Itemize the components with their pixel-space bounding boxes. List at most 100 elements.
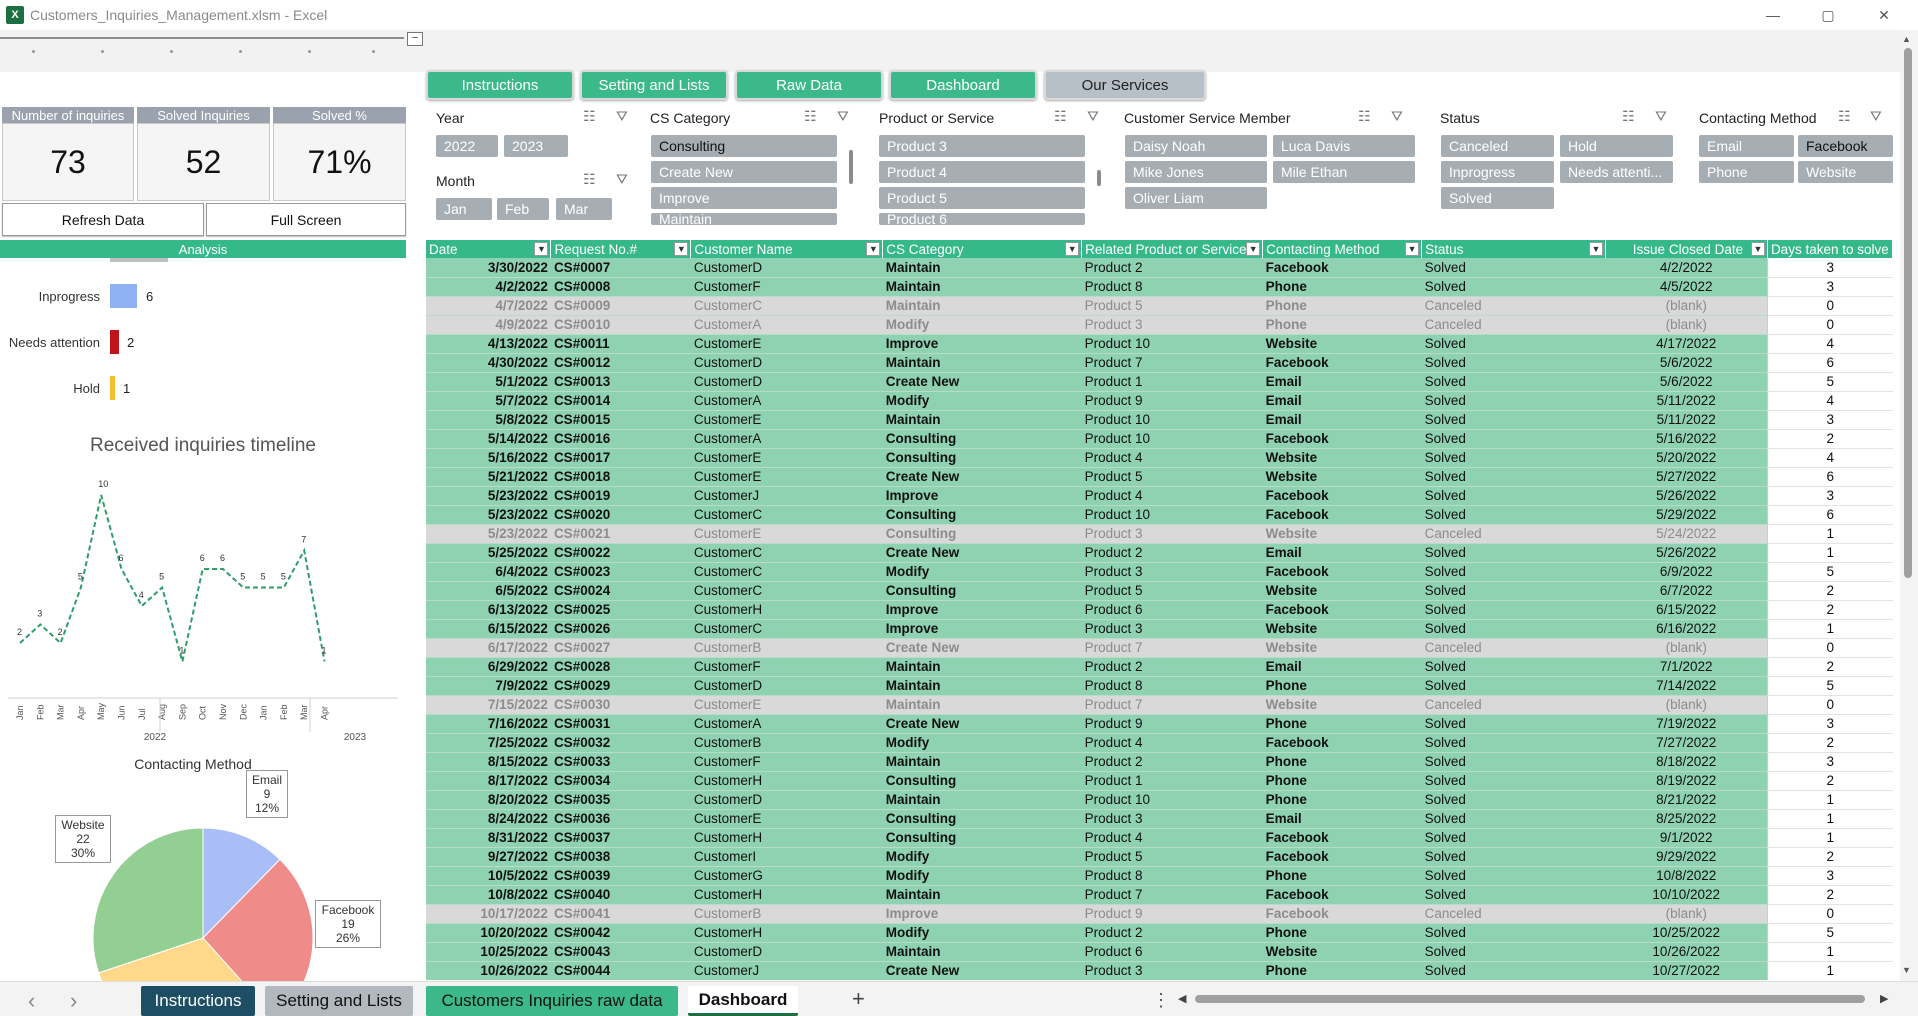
table-cell[interactable]: 7/14/2022 <box>1605 676 1768 696</box>
table-row[interactable]: 9/27/2022 CS#0038 CustomerI Modify Product 5… <box>426 847 1893 867</box>
table-cell[interactable]: Website <box>1262 467 1422 487</box>
multi-select-icon[interactable]: ☷ <box>583 108 596 124</box>
table-cell[interactable]: Product 10 <box>1081 790 1263 810</box>
table-cell[interactable]: Facebook <box>1262 828 1422 848</box>
table-cell[interactable]: CustomerH <box>690 828 883 848</box>
table-cell[interactable]: CS#0037 <box>550 828 691 848</box>
table-cell[interactable]: CS#0012 <box>550 353 691 373</box>
table-row[interactable]: 6/17/2022 CS#0027 CustomerB Create New Produ… <box>426 638 1893 658</box>
table-cell[interactable]: 6/9/2022 <box>1605 562 1768 582</box>
table-row[interactable]: 10/8/2022 CS#0040 CustomerH Maintain Product… <box>426 885 1893 905</box>
filter-dropdown-icon[interactable]: ▼ <box>674 242 689 256</box>
table-cell[interactable]: Maintain <box>882 885 1082 905</box>
table-cell[interactable]: Phone <box>1262 714 1422 734</box>
table-row[interactable]: 5/16/2022 CS#0017 CustomerE Consulting Produ… <box>426 448 1893 468</box>
table-cell[interactable]: Maintain <box>882 410 1082 430</box>
table-cell[interactable]: 10/17/2022 <box>426 904 551 924</box>
table-cell[interactable]: Solved <box>1421 391 1606 411</box>
table-cell[interactable]: CustomerA <box>690 429 883 449</box>
table-cell[interactable]: Product 4 <box>1081 486 1263 506</box>
table-cell[interactable]: CS#0030 <box>550 695 691 715</box>
table-cell[interactable]: Improve <box>882 486 1082 506</box>
table-cell[interactable]: CS#0024 <box>550 581 691 601</box>
table-cell[interactable]: 5/16/2022 <box>1605 429 1768 449</box>
table-cell[interactable]: CS#0043 <box>550 942 691 962</box>
table-row[interactable]: 5/21/2022 CS#0018 CustomerE Create New Produ… <box>426 467 1893 487</box>
table-cell[interactable]: Canceled <box>1421 296 1606 316</box>
table-cell[interactable]: Product 8 <box>1081 676 1263 696</box>
table-cell[interactable]: 6/16/2022 <box>1605 619 1768 639</box>
table-cell[interactable]: 6 <box>1766 505 1893 525</box>
table-row[interactable]: 6/13/2022 CS#0025 CustomerH Improve Product … <box>426 600 1893 620</box>
table-cell[interactable]: Maintain <box>882 657 1082 677</box>
table-cell[interactable]: 4 <box>1766 334 1893 354</box>
table-cell[interactable]: 4/2/2022 <box>1605 258 1768 278</box>
table-cell[interactable]: CustomerC <box>690 619 883 639</box>
horizontal-scroll-thumb[interactable] <box>1195 995 1865 1003</box>
table-cell[interactable]: CustomerH <box>690 600 883 620</box>
slicer-item[interactable]: Product 5 <box>879 187 1085 209</box>
table-row[interactable]: 10/5/2022 CS#0039 CustomerG Modify Product 8… <box>426 866 1893 886</box>
tab-instructions[interactable]: Instructions <box>141 986 255 1016</box>
table-cell[interactable]: Facebook <box>1262 885 1422 905</box>
table-cell[interactable]: Solved <box>1421 961 1606 980</box>
table-cell[interactable]: Consulting <box>882 505 1082 525</box>
slicer-item[interactable]: Oliver Liam <box>1125 187 1267 209</box>
table-cell[interactable]: 7/19/2022 <box>1605 714 1768 734</box>
table-cell[interactable]: Create New <box>882 372 1082 392</box>
table-cell[interactable]: Website <box>1262 638 1422 658</box>
tab-dashboard[interactable]: Dashboard <box>688 986 798 1016</box>
table-row[interactable]: 5/23/2022 CS#0020 CustomerC Consulting Produ… <box>426 505 1893 525</box>
table-cell[interactable]: Consulting <box>882 771 1082 791</box>
table-cell[interactable]: Solved <box>1421 847 1606 867</box>
table-cell[interactable]: Solved <box>1421 486 1606 506</box>
table-cell[interactable]: Solved <box>1421 543 1606 563</box>
table-row[interactable]: 10/17/2022 CS#0041 CustomerB Improve Product… <box>426 904 1893 924</box>
slicer-item[interactable]: Create New <box>651 161 837 183</box>
table-row[interactable]: 8/20/2022 CS#0035 CustomerD Maintain Product… <box>426 790 1893 810</box>
table-cell[interactable]: CS#0038 <box>550 847 691 867</box>
table-cell[interactable]: CS#0032 <box>550 733 691 753</box>
table-cell[interactable]: Create New <box>882 961 1082 980</box>
table-cell[interactable]: CS#0041 <box>550 904 691 924</box>
filter-dropdown-icon[interactable]: ▼ <box>1405 242 1420 256</box>
table-cell[interactable]: (blank) <box>1605 904 1768 924</box>
table-cell[interactable]: Consulting <box>882 524 1082 544</box>
scroll-down-icon[interactable]: ▼ <box>1902 965 1911 975</box>
table-cell[interactable]: 3 <box>1766 277 1893 297</box>
table-cell[interactable]: CS#0044 <box>550 961 691 980</box>
table-cell[interactable]: Product 2 <box>1081 543 1263 563</box>
table-row[interactable]: 6/5/2022 CS#0024 CustomerC Consulting Produc… <box>426 581 1893 601</box>
more-options-icon[interactable]: ⋮ <box>1152 990 1170 1010</box>
tab-prev-icon[interactable]: ‹ <box>28 988 36 1013</box>
slicer-item[interactable]: Canceled <box>1441 135 1554 157</box>
table-cell[interactable]: Product 10 <box>1081 505 1263 525</box>
table-cell[interactable]: CustomerJ <box>690 961 883 980</box>
table-cell[interactable]: 5/1/2022 <box>426 372 551 392</box>
table-cell[interactable]: Create New <box>882 543 1082 563</box>
nav-settings-button[interactable]: Setting and Lists <box>580 70 728 100</box>
full-screen-button[interactable]: Full Screen <box>206 203 406 236</box>
add-sheet-icon[interactable]: + <box>852 986 865 1011</box>
table-cell[interactable]: Website <box>1262 581 1422 601</box>
table-cell[interactable]: CustomerC <box>690 543 883 563</box>
table-cell[interactable]: Solved <box>1421 334 1606 354</box>
table-cell[interactable]: Improve <box>882 619 1082 639</box>
clear-filter-icon[interactable]: ⛛ <box>1391 108 1403 124</box>
table-cell[interactable]: 4/30/2022 <box>426 353 551 373</box>
table-cell[interactable]: 10/25/2022 <box>1605 923 1768 943</box>
table-cell[interactable]: 2 <box>1766 771 1893 791</box>
table-cell[interactable]: Solved <box>1421 505 1606 525</box>
table-cell[interactable]: 7/16/2022 <box>426 714 551 734</box>
slicer-scrollbar[interactable] <box>849 150 853 184</box>
table-cell[interactable]: CustomerI <box>690 847 883 867</box>
clear-filter-icon[interactable]: ⛛ <box>616 108 628 124</box>
table-cell[interactable]: Product 8 <box>1081 277 1263 297</box>
table-cell[interactable]: 5/27/2022 <box>1605 467 1768 487</box>
table-cell[interactable]: Canceled <box>1421 524 1606 544</box>
table-cell[interactable]: Product 2 <box>1081 657 1263 677</box>
table-cell[interactable]: Phone <box>1262 961 1422 980</box>
tab-raw-data[interactable]: Customers Inquiries raw data <box>426 986 678 1016</box>
table-cell[interactable]: CustomerF <box>690 752 883 772</box>
